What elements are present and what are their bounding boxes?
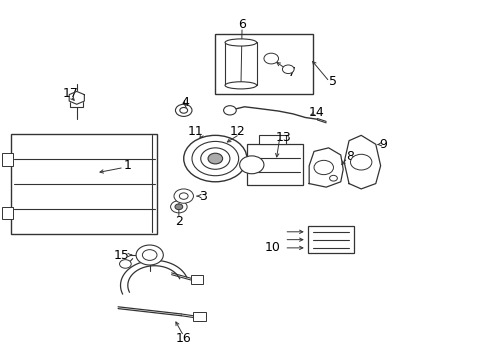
Text: 8: 8 [346,150,354,163]
Bar [2,207,13,219]
Text: 2: 2 [175,215,183,228]
Bar [215,33,312,94]
Circle shape [329,175,337,181]
Circle shape [119,260,131,268]
Circle shape [174,189,193,203]
Polygon shape [69,91,84,104]
Bar [193,312,205,321]
Circle shape [180,108,187,113]
Circle shape [282,65,293,73]
Ellipse shape [224,39,256,46]
Circle shape [183,135,246,182]
Text: 14: 14 [308,106,324,120]
Text: 3: 3 [199,190,207,203]
Bar [259,135,285,144]
Text: 13: 13 [275,131,291,144]
Bar [224,42,256,85]
Circle shape [313,160,333,175]
Circle shape [136,245,163,265]
Circle shape [175,204,183,210]
FancyBboxPatch shape [246,144,302,185]
Text: 4: 4 [181,96,189,109]
FancyBboxPatch shape [70,98,83,107]
Circle shape [350,154,371,170]
Text: 7: 7 [287,66,295,79]
Text: 10: 10 [264,241,280,255]
Text: 5: 5 [328,75,336,88]
Text: 15: 15 [114,248,130,261]
Circle shape [175,104,192,116]
Ellipse shape [224,82,256,89]
Bar [11,134,157,234]
Text: 16: 16 [176,333,191,346]
Text: 9: 9 [378,138,386,151]
Circle shape [264,53,278,64]
Circle shape [239,156,264,174]
Bar [2,153,13,166]
Circle shape [223,106,236,115]
Polygon shape [308,148,343,187]
Text: 6: 6 [238,18,245,31]
Circle shape [192,141,238,176]
Polygon shape [344,135,380,189]
Circle shape [201,148,229,169]
Circle shape [170,201,187,213]
Text: 17: 17 [62,87,78,100]
Circle shape [142,249,157,260]
Text: 12: 12 [229,125,244,138]
Text: 1: 1 [123,159,131,172]
Circle shape [179,193,188,199]
Bar [307,226,353,253]
Text: 11: 11 [187,125,203,138]
Circle shape [207,153,222,164]
Bar [191,275,203,284]
